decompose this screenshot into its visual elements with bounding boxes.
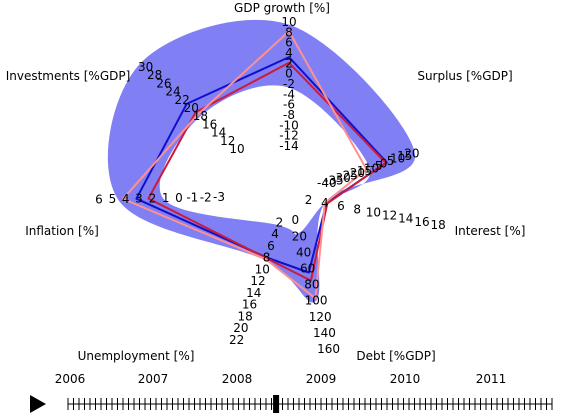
tick-label-inflation: 0 <box>175 191 183 205</box>
tick-label-inflation: -3 <box>213 190 225 204</box>
tick-label-debt-gdp: 80 <box>304 278 319 292</box>
tick-label-debt-gdp: 100 <box>305 294 328 308</box>
tick-label-interest: 6 <box>337 199 345 213</box>
tick-label-debt-gdp: 160 <box>317 342 340 356</box>
axis-title-debt-gdp: Debt [%GDP] <box>356 349 435 363</box>
axis-title-inflation: Inflation [%] <box>25 224 99 238</box>
tick-label-surplus-gdp: -20 <box>345 166 365 180</box>
tick-label-surplus-gdp: -25 <box>338 169 358 183</box>
timeline-year-label: 2011 <box>476 372 507 386</box>
tick-label-gdp-growth: -14 <box>279 139 299 153</box>
timeline-year-label: 2007 <box>138 372 169 386</box>
tick-label-investments-gdp: 22 <box>174 93 189 107</box>
tick-label-unemployment: 6 <box>267 239 275 253</box>
tick-label-gdp-growth: 0 <box>285 67 293 81</box>
tick-label-gdp-growth: -10 <box>279 118 299 132</box>
range-band <box>107 19 416 303</box>
tick-label-unemployment: 22 <box>229 333 244 347</box>
tick-label-inflation: 1 <box>162 191 170 205</box>
tick-label-debt-gdp: 140 <box>313 326 336 340</box>
tick-label-interest: 4 <box>321 196 329 210</box>
tick-label-unemployment: 16 <box>242 298 257 312</box>
range-band-layer <box>107 19 416 303</box>
timeline-year-label: 2006 <box>55 372 86 386</box>
tick-label-inflation: 6 <box>95 192 103 206</box>
tick-label-interest: 18 <box>431 218 446 232</box>
tick-label-unemployment: 4 <box>271 227 279 241</box>
tick-label-surplus-gdp: 20 <box>404 147 419 161</box>
axis-title-layer: GDP growth [%] Surplus [%GDP] Interest [%]… <box>6 1 526 363</box>
tick-label-inflation: -1 <box>186 191 198 205</box>
tick-label-surplus-gdp: -40 <box>317 176 337 190</box>
tick-label-surplus-gdp: 15 <box>397 149 412 163</box>
tick-label-interest: 8 <box>353 202 361 216</box>
tick-label-inflation: -2 <box>200 191 212 205</box>
timeline-handle[interactable] <box>273 395 280 413</box>
tick-label-interest: 14 <box>398 212 413 226</box>
tick-label-investments-gdp: 28 <box>147 68 162 82</box>
tick-label-interest: 16 <box>414 215 429 229</box>
tick-label-investments-gdp: 10 <box>229 142 244 156</box>
tick-label-investments-gdp: 26 <box>156 76 171 90</box>
tick-label-gdp-growth: 10 <box>281 15 296 29</box>
tick-label-gdp-growth: 2 <box>285 56 293 70</box>
axis-title-gdp-growth: GDP growth [%] <box>234 1 330 15</box>
tick-label-gdp-growth: -6 <box>283 98 295 112</box>
tick-label-gdp-growth: 8 <box>285 25 293 39</box>
tick-label-gdp-growth: -12 <box>279 129 299 143</box>
tick-label-investments-gdp: 24 <box>165 85 180 99</box>
tick-label-investments-gdp: 16 <box>202 118 217 132</box>
tick-label-surplus-gdp: -35 <box>324 174 344 188</box>
tick-label-gdp-growth: 4 <box>285 46 293 60</box>
tick-label-interest: 12 <box>382 209 397 223</box>
tick-label-surplus-gdp: -5 <box>371 159 383 173</box>
tick-label-investments-gdp: 18 <box>193 109 208 123</box>
tick-label-gdp-growth: 6 <box>285 36 293 50</box>
tick-label-investments-gdp: 30 <box>138 60 153 74</box>
timeline[interactable]: 2006 2007 2008 2009 2010 2011 <box>55 372 553 413</box>
timeline-year-label: 2010 <box>390 372 421 386</box>
axis-title-unemployment: Unemployment [%] <box>78 349 195 363</box>
axis-title-investments-gdp: Investments [%GDP] <box>6 69 131 83</box>
tick-label-investments-gdp: 20 <box>184 101 199 115</box>
tick-label-unemployment: 14 <box>246 286 261 300</box>
play-icon[interactable] <box>28 394 48 414</box>
tick-label-surplus-gdp: -30 <box>331 171 351 185</box>
tick-label-surplus-gdp: -15 <box>352 164 372 178</box>
tick-label-surplus-gdp: 0 <box>380 156 388 170</box>
tick-label-interest: 2 <box>305 193 313 207</box>
tick-label-gdp-growth: -4 <box>283 87 295 101</box>
tick-label-unemployment: 20 <box>233 321 248 335</box>
tick-label-unemployment: 2 <box>276 215 284 229</box>
tick-label-unemployment: 10 <box>255 262 270 276</box>
series-line-3 <box>122 30 368 300</box>
timeline-year-label: 2009 <box>306 372 337 386</box>
tick-label-surplus-gdp: 10 <box>390 152 405 166</box>
tick-label-investments-gdp: 14 <box>211 126 226 140</box>
tick-label-gdp-growth: -8 <box>283 108 295 122</box>
timeline-year-label: 2008 <box>222 372 253 386</box>
tick-label-investments-gdp: 12 <box>220 134 235 148</box>
tick-label-inflation: 3 <box>135 192 143 206</box>
tick-label-inflation: 2 <box>149 191 157 205</box>
tick-label-unemployment: 12 <box>250 274 265 288</box>
tick-label-surplus-gdp: 5 <box>387 154 395 168</box>
tick-label-debt-gdp: 20 <box>292 229 307 243</box>
tick-label-inflation: 5 <box>109 192 117 206</box>
tick-label-debt-gdp: 120 <box>309 310 332 324</box>
tick-label-gdp-growth: -2 <box>283 77 295 91</box>
tick-label-layer: 1086420-2-4-6-8-10-12-1420151050-5-10-15… <box>95 15 446 356</box>
tick-label-surplus-gdp: -10 <box>360 161 380 175</box>
axis-title-surplus-gdp: Surplus [%GDP] <box>417 69 512 83</box>
tick-label-debt-gdp: 0 <box>291 213 299 227</box>
tick-label-inflation: 4 <box>122 192 130 206</box>
series-layer <box>122 30 388 300</box>
tick-label-debt-gdp: 40 <box>296 245 311 259</box>
tick-label-interest: 10 <box>366 205 381 219</box>
tick-label-unemployment: 8 <box>263 251 271 265</box>
tick-label-debt-gdp: 60 <box>300 262 315 276</box>
axis-title-interest: Interest [%] <box>455 224 526 238</box>
tick-label-unemployment: 18 <box>238 309 253 323</box>
